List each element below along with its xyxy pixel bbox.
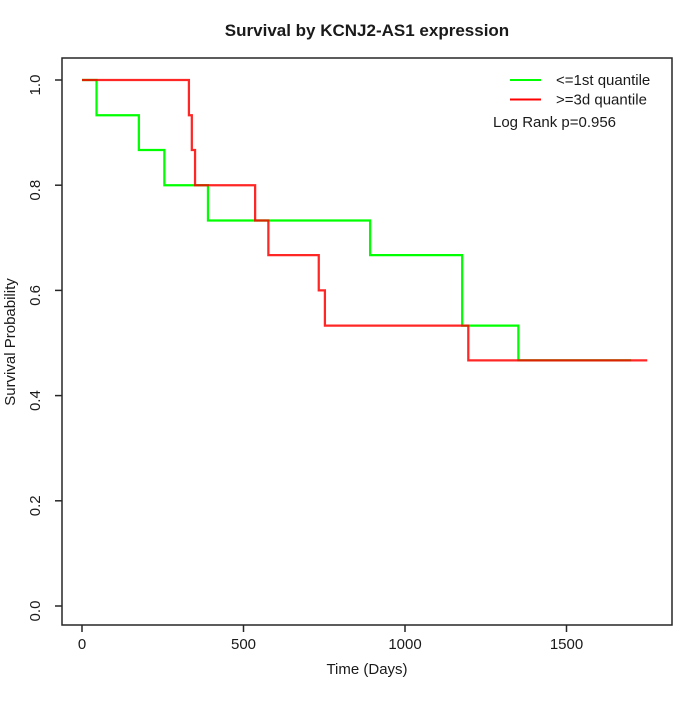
y-tick-label: 0.0 bbox=[27, 601, 44, 622]
legend: <=1st quantile >=3d quantile Log Rank p=… bbox=[493, 72, 650, 131]
chart-title: Survival by KCNJ2-AS1 expression bbox=[225, 21, 509, 40]
y-tick-label: 0.2 bbox=[27, 495, 44, 516]
y-tick-label: 0.8 bbox=[27, 180, 44, 201]
y-tick-label: 1.0 bbox=[27, 75, 44, 96]
plot-border bbox=[61, 57, 673, 626]
legend-label-first-quantile: <=1st quantile bbox=[556, 72, 650, 89]
y-tick-label: 0.6 bbox=[27, 285, 44, 306]
y-axis-label: Survival Probability bbox=[2, 278, 19, 406]
survival-curve-third-quantile bbox=[82, 78, 648, 362]
survival-curve-first-quantile bbox=[82, 78, 632, 362]
x-tick-label: 500 bbox=[231, 636, 256, 653]
x-tick-label: 0 bbox=[78, 636, 86, 653]
x-tick-label: 1500 bbox=[550, 636, 583, 653]
plot-area: 0 500 1000 1500 0.0 0.2 0.4 0.6 0.8 1.0 bbox=[27, 57, 673, 653]
x-axis-label: Time (Days) bbox=[326, 661, 407, 678]
y-tick-label: 0.4 bbox=[27, 390, 44, 411]
legend-label-third-quantile: >=3d quantile bbox=[556, 92, 647, 109]
log-rank-annotation: Log Rank p=0.956 bbox=[493, 114, 616, 131]
x-tick-label: 1000 bbox=[388, 636, 421, 653]
